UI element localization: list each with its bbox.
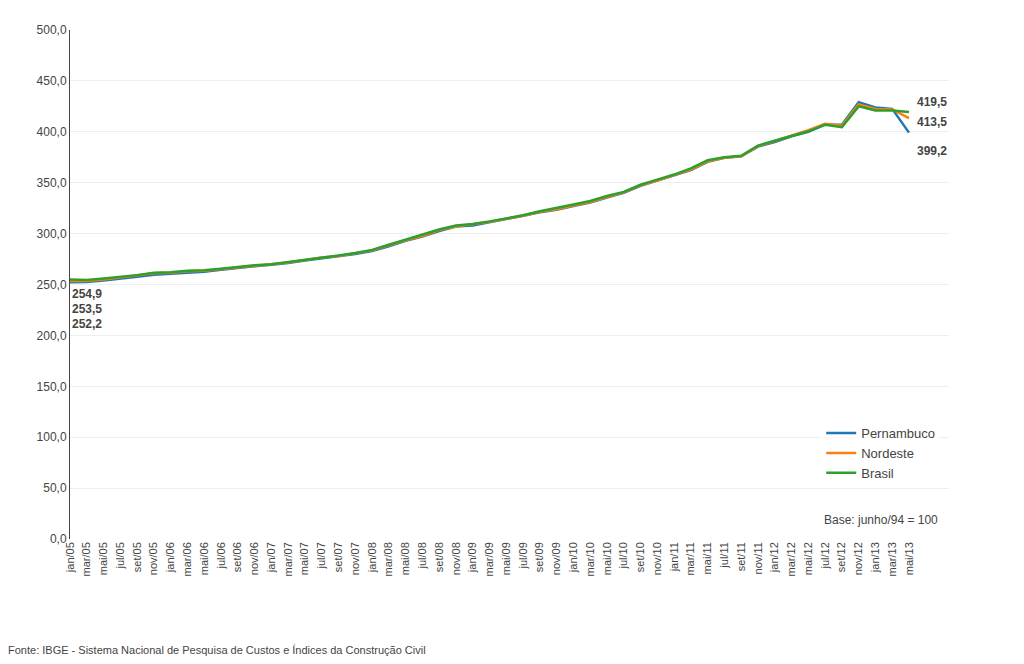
svg-text:400,0: 400,0 — [37, 125, 67, 139]
svg-text:nov/12: nov/12 — [852, 542, 864, 575]
svg-text:jan/05: jan/05 — [64, 542, 76, 573]
svg-text:mai/05: mai/05 — [97, 542, 109, 575]
svg-text:nov/07: nov/07 — [349, 542, 361, 575]
svg-text:jul/09: jul/09 — [517, 542, 529, 569]
svg-text:mai/09: mai/09 — [500, 542, 512, 575]
svg-text:mai/12: mai/12 — [802, 542, 814, 575]
svg-text:mai/08: mai/08 — [399, 542, 411, 575]
svg-text:Brasil: Brasil — [861, 466, 894, 481]
svg-text:300,0: 300,0 — [37, 227, 67, 241]
svg-text:jan/11: jan/11 — [668, 542, 680, 572]
svg-text:254,9: 254,9 — [72, 287, 102, 301]
svg-text:mar/07: mar/07 — [282, 542, 294, 576]
svg-text:jul/05: jul/05 — [114, 542, 126, 569]
svg-text:419,5: 419,5 — [917, 95, 947, 109]
svg-text:jul/07: jul/07 — [315, 542, 327, 569]
svg-text:jul/11: jul/11 — [718, 542, 730, 568]
svg-text:jan/10: jan/10 — [567, 542, 579, 573]
svg-text:set/08: set/08 — [433, 542, 445, 572]
svg-text:Base: junho/94 = 100: Base: junho/94 = 100 — [824, 513, 938, 527]
svg-text:mar/06: mar/06 — [181, 542, 193, 576]
svg-text:350,0: 350,0 — [37, 176, 67, 190]
svg-text:150,0: 150,0 — [37, 380, 67, 394]
svg-text:399,2: 399,2 — [917, 144, 947, 158]
svg-text:nov/06: nov/06 — [248, 542, 260, 575]
svg-text:mar/09: mar/09 — [483, 542, 495, 576]
svg-text:jul/08: jul/08 — [416, 542, 428, 569]
svg-text:jan/08: jan/08 — [366, 542, 378, 573]
svg-text:mai/07: mai/07 — [298, 542, 310, 575]
svg-text:set/06: set/06 — [231, 542, 243, 572]
svg-text:jan/09: jan/09 — [466, 542, 478, 573]
svg-text:mar/05: mar/05 — [80, 542, 92, 576]
svg-text:50,0: 50,0 — [43, 481, 67, 495]
svg-text:nov/05: nov/05 — [147, 542, 159, 575]
svg-text:252,2: 252,2 — [72, 317, 102, 331]
svg-text:set/05: set/05 — [131, 542, 143, 572]
svg-text:mai/06: mai/06 — [198, 542, 210, 575]
svg-text:mar/11: mar/11 — [684, 542, 696, 575]
svg-text:nov/10: nov/10 — [651, 542, 663, 575]
svg-text:jul/12: jul/12 — [819, 542, 831, 569]
svg-text:253,5: 253,5 — [72, 302, 102, 316]
svg-text:jan/13: jan/13 — [869, 542, 881, 573]
svg-text:mai/10: mai/10 — [601, 542, 613, 575]
svg-text:mai/13: mai/13 — [903, 542, 915, 575]
svg-text:250,0: 250,0 — [37, 278, 67, 292]
svg-text:mar/12: mar/12 — [785, 542, 797, 576]
svg-text:jul/10: jul/10 — [617, 542, 629, 569]
svg-text:set/09: set/09 — [533, 542, 545, 572]
svg-text:nov/11: nov/11 — [752, 542, 764, 574]
svg-text:Nordeste: Nordeste — [861, 446, 914, 461]
svg-text:set/12: set/12 — [835, 542, 847, 572]
svg-text:jan/06: jan/06 — [164, 542, 176, 573]
svg-text:450,0: 450,0 — [37, 74, 67, 88]
svg-text:mar/13: mar/13 — [886, 542, 898, 576]
svg-text:nov/08: nov/08 — [450, 542, 462, 575]
svg-text:100,0: 100,0 — [37, 430, 67, 444]
svg-text:500,0: 500,0 — [37, 23, 67, 37]
svg-text:mar/08: mar/08 — [382, 542, 394, 576]
svg-text:jul/06: jul/06 — [215, 542, 227, 569]
svg-text:413,5: 413,5 — [917, 115, 947, 129]
svg-text:set/11: set/11 — [735, 542, 747, 571]
svg-text:set/07: set/07 — [332, 542, 344, 572]
svg-text:200,0: 200,0 — [37, 329, 67, 343]
svg-text:jan/12: jan/12 — [768, 542, 780, 573]
svg-text:mai/11: mai/11 — [701, 542, 713, 574]
svg-text:jan/07: jan/07 — [265, 542, 277, 573]
svg-text:nov/09: nov/09 — [550, 542, 562, 575]
svg-text:set/10: set/10 — [634, 542, 646, 572]
svg-text:0,0: 0,0 — [50, 532, 67, 546]
svg-text:Fonte: IBGE - Sistema Nacional: Fonte: IBGE - Sistema Nacional de Pesqui… — [8, 644, 426, 656]
svg-text:mar/10: mar/10 — [584, 542, 596, 576]
svg-text:Pernambuco: Pernambuco — [861, 426, 935, 441]
